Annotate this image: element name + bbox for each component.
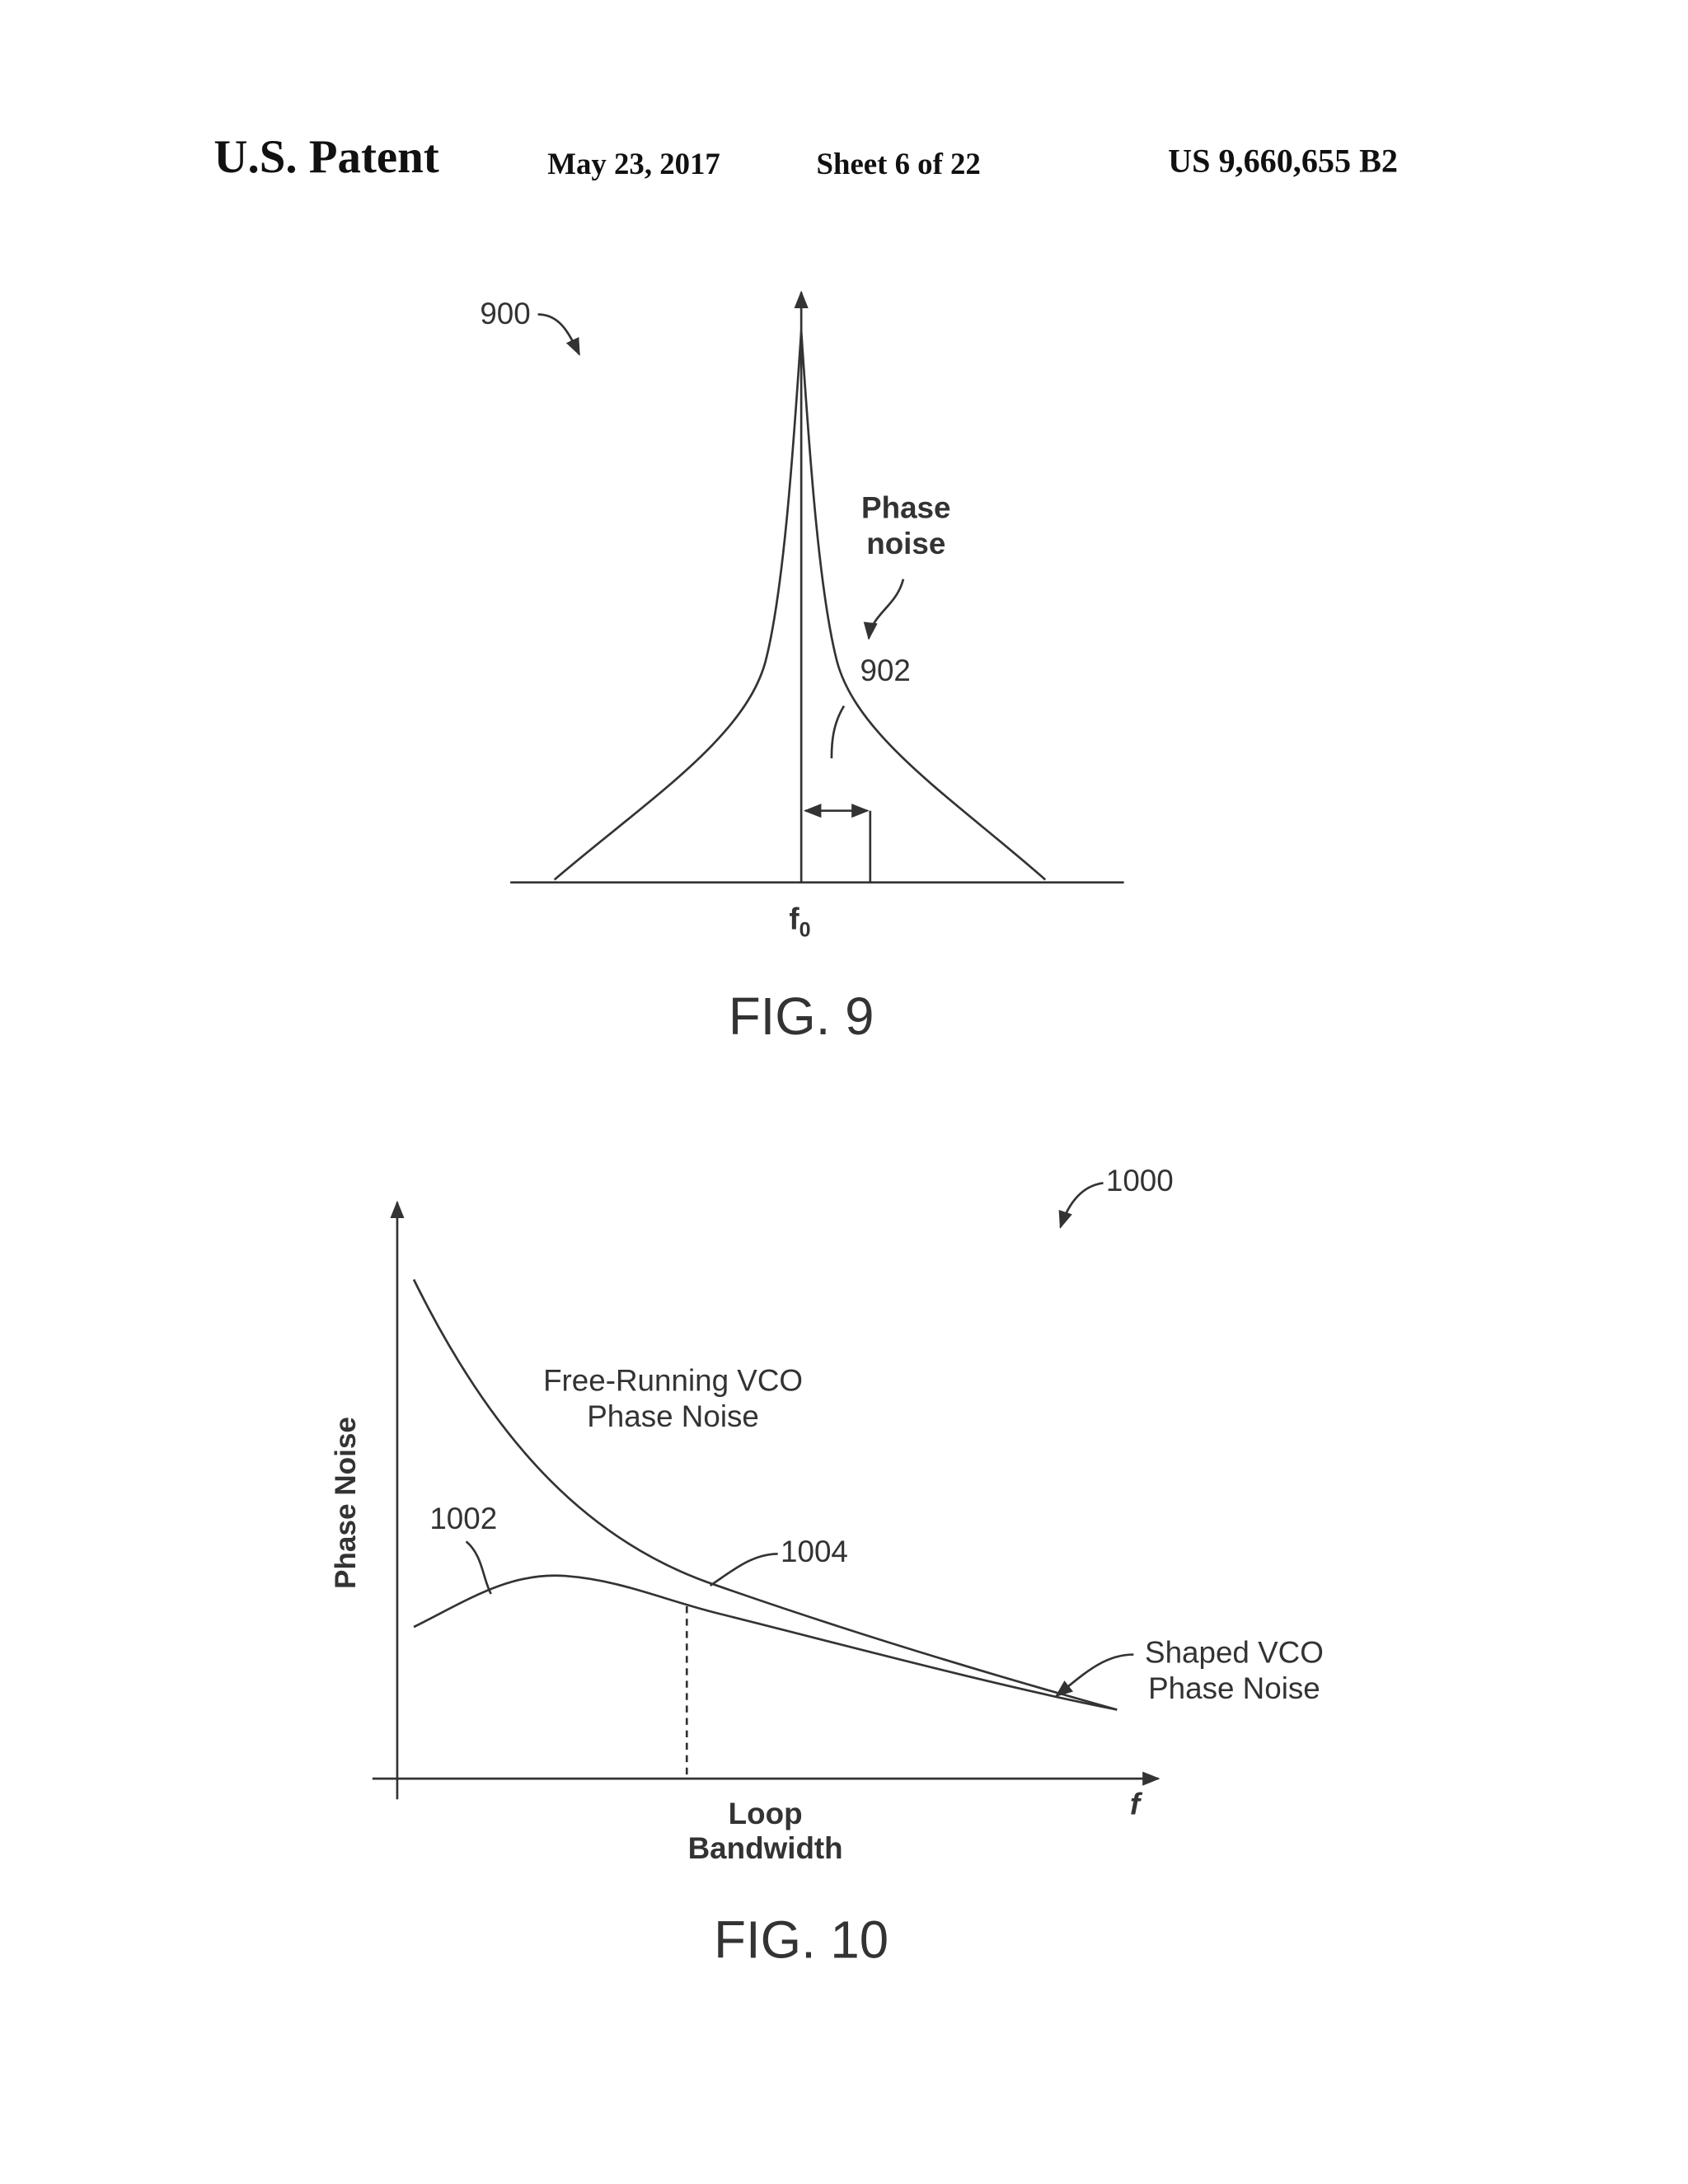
shaped-curve	[413, 1574, 1118, 1711]
reference-arrow	[1058, 1182, 1104, 1229]
leader-line	[709, 1553, 778, 1587]
caption: FIG. 10	[714, 1911, 889, 1970]
leader-line	[465, 1540, 492, 1595]
date: May 23, 2017	[547, 147, 720, 180]
reference-1004: 1004	[781, 1535, 848, 1568]
x-axis-label: Loop	[729, 1797, 803, 1830]
label-arrow	[1054, 1653, 1134, 1698]
curve-label: Phase	[861, 491, 950, 525]
free-running-curve	[412, 1278, 1118, 1711]
y-axis-label: Phase Noise	[330, 1417, 362, 1589]
spectrum-curve	[553, 330, 1047, 881]
leader-line	[830, 705, 846, 759]
publication: U.S. Patent	[213, 131, 438, 183]
shaped-label: Shaped VCO	[1145, 1635, 1324, 1669]
reference-arrow	[537, 313, 580, 356]
axis-symbol: f	[789, 902, 799, 935]
figure-9: 900 Phase noise 902 f0 FIG. 9	[480, 290, 1124, 1046]
axis-label: f0	[789, 902, 810, 941]
shaped-label: Phase Noise	[1148, 1671, 1320, 1705]
patent-number: US 9,660,655 B2	[1168, 142, 1398, 179]
reference-902: 902	[860, 654, 910, 687]
free-running-label: Phase Noise	[587, 1399, 759, 1433]
label-arrow	[863, 579, 905, 640]
reference-900: 900	[480, 297, 530, 330]
figure-10: Free-Running VCO Phase Noise 1002 1004 S…	[330, 1164, 1324, 1970]
reference-1000: 1000	[1106, 1164, 1174, 1197]
sheet: Sheet 6 of 22	[817, 147, 981, 180]
x-axis-label: Bandwidth	[688, 1831, 843, 1865]
caption: FIG. 9	[729, 987, 874, 1046]
curve-label: noise	[866, 527, 945, 560]
free-running-label: Free-Running VCO	[543, 1364, 803, 1398]
x-axis-symbol: f	[1130, 1787, 1143, 1821]
axis-subscript: 0	[799, 918, 811, 941]
reference-1002: 1002	[429, 1502, 497, 1535]
